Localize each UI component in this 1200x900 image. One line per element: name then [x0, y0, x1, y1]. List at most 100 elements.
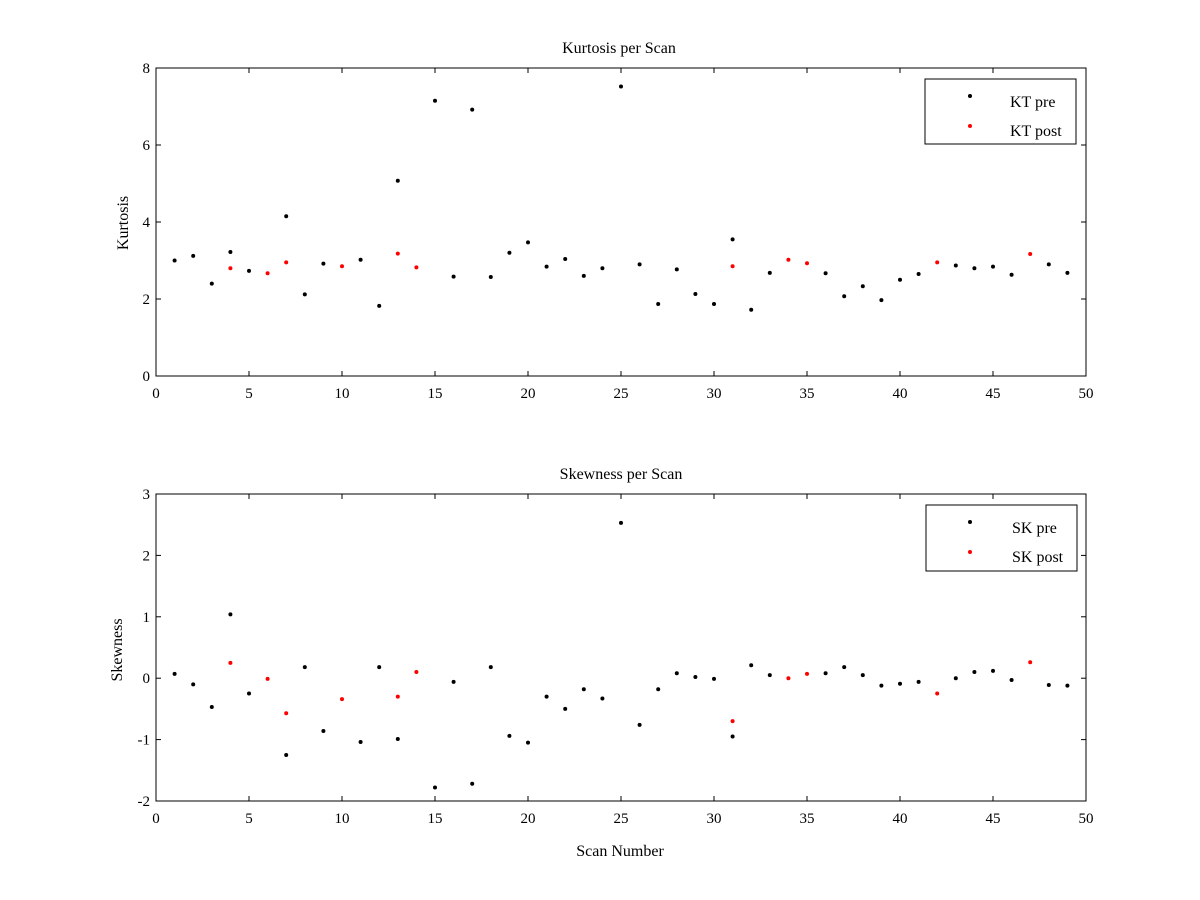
kurtosis-point-kt-pre — [730, 237, 735, 242]
kurtosis-point-kt-pre — [302, 292, 307, 297]
kurtosis-ticks: 0 5 10 15 20 25 30 35 40 45 50 0 2 4 6 8 — [143, 61, 1094, 402]
skewness-point-sk-pre — [842, 665, 847, 670]
skewness-point-sk-pre — [712, 676, 716, 681]
skewness-chart: Skewness per Scan Skewness Scan Number 0… — [109, 466, 1094, 860]
skewness-point-sk-pre — [749, 663, 754, 668]
kurtosis-point-kt-post — [265, 271, 270, 276]
kurtosis-y-tick-label: 6 — [143, 138, 151, 154]
skewness-x-tick-label: 50 — [1079, 811, 1094, 827]
skewness-point-sk-pre — [600, 696, 605, 701]
skewness-y-axis-label: Skewness — [109, 618, 126, 681]
kurtosis-legend: KT pre KT post — [924, 78, 1077, 145]
kurtosis-point-kt-pre — [898, 277, 902, 282]
skewness-point-sk-pre — [526, 740, 530, 745]
skewness-point-sk-pre — [1065, 683, 1070, 688]
kurtosis-point-kt-pre — [581, 273, 586, 278]
skewness-point-sk-pre — [656, 687, 661, 692]
kurtosis-point-kt-pre — [433, 98, 437, 103]
kurtosis-x-tick-label: 15 — [428, 386, 443, 402]
kurtosis-point-kt-post — [805, 261, 809, 266]
kurtosis-point-kt-pre — [860, 284, 865, 289]
kurtosis-point-kt-pre — [247, 268, 251, 273]
kurtosis-x-tick-label: 35 — [800, 386, 815, 402]
kurtosis-point-kt-post — [935, 260, 940, 265]
kurtosis-point-kt-pre — [619, 84, 623, 89]
kurtosis-y-tick-label: 2 — [143, 292, 151, 308]
skewness-point-sk-pre — [916, 679, 921, 684]
skewness-point-sk-pre — [451, 679, 456, 684]
kurtosis-legend-post-label: KT post — [1010, 123, 1062, 140]
kurtosis-point-kt-post — [414, 265, 419, 270]
skewness-legend-box — [925, 504, 1078, 572]
skewness-point-sk-post — [414, 670, 419, 675]
skewness-point-sk-pre — [1009, 678, 1014, 683]
skewness-point-sk-post — [228, 660, 233, 665]
skewness-point-sk-post — [805, 671, 809, 676]
kurtosis-point-kt-post — [786, 257, 791, 262]
skewness-point-sk-pre — [991, 668, 995, 673]
skewness-point-sk-pre — [209, 705, 214, 710]
kurtosis-x-tick-label: 25 — [614, 386, 629, 402]
kurtosis-point-kt-pre — [953, 263, 958, 268]
kurtosis-legend-pre-marker — [968, 94, 972, 98]
kurtosis-point-kt-pre — [358, 257, 363, 262]
kurtosis-point-kt-pre — [712, 302, 716, 307]
kurtosis-point-kt-pre — [470, 107, 475, 112]
skewness-point-sk-pre — [823, 671, 828, 676]
skewness-point-sk-post — [730, 719, 735, 724]
kurtosis-point-kt-post — [395, 251, 400, 256]
kurtosis-x-tick-label: 20 — [521, 386, 536, 402]
kurtosis-point-kt-pre — [656, 302, 661, 307]
kurtosis-point-kt-pre — [1065, 270, 1070, 275]
kurtosis-y-tick-label: 8 — [143, 61, 151, 77]
skewness-point-sk-post — [395, 694, 400, 699]
skewness-legend-post-marker — [968, 550, 972, 554]
skewness-point-sk-pre — [544, 694, 549, 699]
skewness-chart-title: Skewness per Scan — [560, 466, 683, 483]
skewness-x-tick-label: 40 — [893, 811, 908, 827]
kurtosis-point-kt-pre — [544, 264, 549, 269]
skewness-point-sk-pre — [302, 665, 307, 670]
kurtosis-point-kt-pre — [842, 294, 847, 299]
skewness-y-tick-label: 2 — [143, 548, 151, 564]
skewness-y-tick-label: 1 — [143, 610, 151, 626]
skewness-y-tick-label: 0 — [143, 671, 151, 687]
skewness-point-sk-post — [284, 711, 289, 716]
kurtosis-point-kt-pre — [693, 291, 698, 296]
skewness-point-sk-pre — [358, 740, 363, 745]
skewness-point-sk-pre — [730, 734, 735, 739]
kurtosis-point-kt-pre — [916, 271, 921, 276]
kurtosis-point-kt-pre — [637, 262, 642, 267]
skewness-point-sk-pre — [377, 665, 382, 670]
kurtosis-point-kt-pre — [749, 307, 754, 312]
kurtosis-point-kt-pre — [507, 250, 512, 255]
kurtosis-legend-post-marker — [968, 124, 972, 128]
kurtosis-points — [172, 84, 1070, 312]
kurtosis-x-tick-label: 30 — [707, 386, 722, 402]
skewness-y-tick-label: 3 — [143, 487, 151, 503]
kurtosis-x-tick-label: 5 — [245, 386, 253, 402]
kurtosis-point-kt-pre — [767, 270, 772, 275]
kurtosis-point-kt-post — [340, 264, 344, 269]
skewness-point-sk-pre — [470, 781, 475, 786]
skewness-point-sk-pre — [581, 687, 586, 692]
skewness-point-sk-pre — [321, 729, 326, 734]
kurtosis-point-kt-pre — [191, 253, 196, 258]
skewness-y-tick-label: -1 — [138, 733, 151, 749]
kurtosis-y-tick-label: 0 — [143, 369, 151, 385]
skewness-x-tick-label: 15 — [428, 811, 443, 827]
skewness-x-tick-label: 25 — [614, 811, 629, 827]
kurtosis-x-tick-label: 45 — [986, 386, 1001, 402]
kurtosis-x-tick-label: 10 — [335, 386, 350, 402]
skewness-points — [172, 520, 1070, 790]
kurtosis-point-kt-post — [1028, 251, 1033, 256]
kurtosis-y-axis-label: Kurtosis — [115, 196, 132, 250]
skewness-point-sk-pre — [860, 673, 865, 678]
kurtosis-point-kt-post — [228, 266, 233, 271]
kurtosis-point-kt-pre — [823, 271, 828, 276]
skewness-legend-pre-marker — [968, 520, 972, 524]
kurtosis-chart: Kurtosis per Scan Kurtosis 0 5 10 15 20 25 30 3… — [115, 40, 1094, 402]
kurtosis-point-kt-pre — [284, 214, 289, 219]
skewness-x-tick-label: 5 — [245, 811, 253, 827]
